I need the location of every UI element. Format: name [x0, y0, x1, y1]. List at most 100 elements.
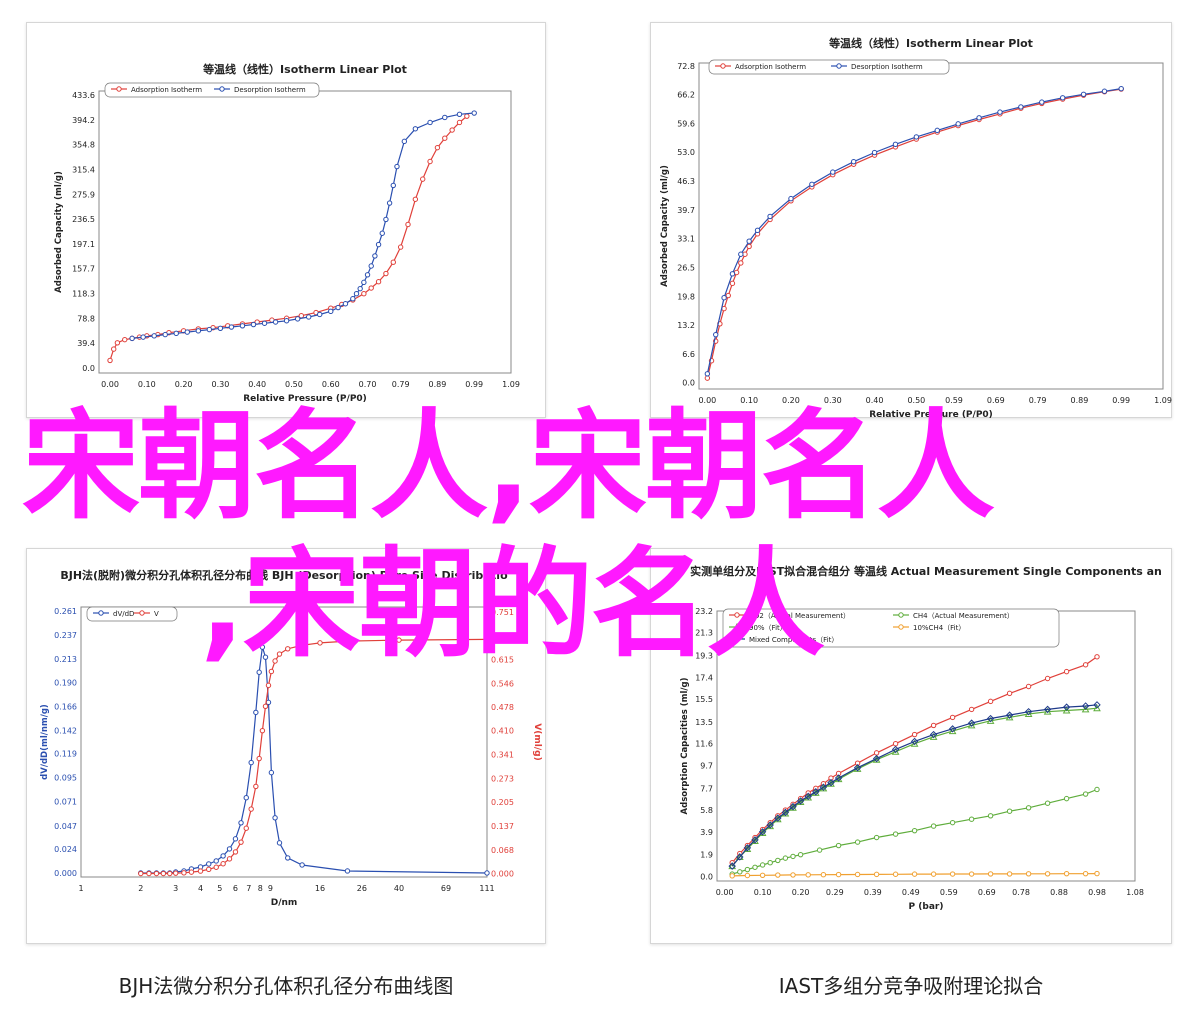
legend-label: 10%CH4（Fit） [913, 624, 965, 632]
x-tick-label: 8 [258, 884, 263, 893]
y-tick-label: 315.4 [72, 165, 95, 174]
data-point [796, 797, 805, 805]
data-point [816, 847, 823, 853]
x-tick-label: 0.79 [392, 380, 410, 389]
data-point [930, 722, 937, 729]
y-tick-label: 17.4 [695, 673, 713, 682]
data-point [364, 272, 371, 278]
data-point [285, 855, 291, 861]
data-point [910, 737, 919, 746]
series-1 [704, 85, 1124, 377]
data-point [390, 259, 396, 265]
data-point [1024, 707, 1033, 716]
y-tick-label: 236.5 [72, 215, 95, 224]
x-tick-label: 0.99 [1112, 396, 1130, 405]
legend: Adsorption Isotherm Desorption Isotherm [104, 82, 320, 98]
data-point [456, 119, 463, 126]
data-point [1039, 99, 1045, 105]
y-tick-label: 0.213 [54, 655, 77, 664]
data-point [464, 113, 470, 119]
series-1 [729, 786, 1100, 877]
data-point [774, 814, 782, 822]
data-point [1005, 711, 1014, 719]
data-point [283, 318, 290, 324]
data-point [262, 654, 269, 660]
chart-panel-iast: 实测单组分及IAST拟合混合组分 等温线 Actual Measurement … [650, 548, 1172, 944]
data-point [272, 319, 279, 325]
x-tick-label: 2 [138, 884, 143, 893]
data-point [820, 872, 827, 878]
data-point [1080, 91, 1087, 97]
data-point [1006, 871, 1013, 877]
data-point [368, 263, 374, 269]
x-tick-label: 111 [479, 884, 494, 893]
data-point [232, 836, 239, 842]
y-tick-label: 0.237 [54, 631, 77, 640]
y-tick-label: 72.8 [677, 62, 695, 71]
data-point [812, 788, 820, 796]
y2-tick-label: 0.615 [491, 655, 514, 664]
data-point [238, 820, 244, 826]
data-point [220, 853, 226, 859]
data-point [934, 127, 940, 134]
data-point [265, 682, 272, 689]
data-point [412, 126, 419, 132]
y-tick-label: 78.8 [77, 314, 95, 323]
data-point [704, 375, 711, 381]
y2-tick-label: 0.273 [491, 774, 514, 783]
data-point [854, 839, 861, 845]
data-point [243, 795, 249, 801]
data-point [162, 331, 168, 338]
data-point [122, 336, 128, 343]
data-point [305, 314, 312, 320]
y-tick-label: 157.7 [72, 265, 95, 274]
data-point [968, 871, 975, 877]
x-tick-label: 0.29 [826, 888, 844, 897]
data-point [986, 714, 995, 723]
data-point [744, 872, 751, 879]
data-point [1063, 870, 1070, 877]
bjh-pore-size-distribution-plot: BJH法(脱附)微分积分孔体积孔径分布曲线 BJH (Desorption) P… [40, 568, 542, 908]
x-tick-label: 0.30 [211, 380, 229, 389]
data-point [955, 121, 961, 127]
legend-label: Mixed Components（Fit） [749, 636, 838, 644]
data-point [968, 706, 975, 713]
data-point [1018, 104, 1024, 110]
data-point [766, 821, 774, 829]
y2-tick-label: 0.478 [491, 703, 514, 712]
x-tick-label: 0.00 [698, 396, 716, 405]
data-point [449, 127, 455, 133]
data-point [782, 855, 789, 861]
data-point [228, 324, 235, 330]
data-point [968, 816, 975, 822]
data-point [299, 862, 305, 868]
data-point [372, 253, 378, 259]
y-tick-label: 5.8 [700, 806, 713, 815]
data-point [1025, 683, 1032, 690]
y-tick-label: 0.166 [54, 702, 77, 711]
data-point [184, 329, 190, 335]
data-point [911, 827, 918, 834]
data-point [253, 709, 259, 716]
y2-tick-label: 0.683 [491, 632, 514, 641]
data-point [317, 311, 323, 318]
data-point [835, 842, 842, 849]
y-tick-label: 21.3 [695, 629, 713, 638]
data-point [427, 158, 433, 165]
data-point [759, 872, 766, 878]
y-tick-label: 0.0 [700, 872, 713, 881]
y2-tick-label: 0.000 [491, 870, 514, 879]
chart-title: 等温线（线性）Isotherm Linear Plot [828, 36, 1033, 50]
data-point [114, 340, 121, 346]
y-axis-label: Adsorption Capacities (ml/g) [680, 677, 690, 814]
data-point [1082, 662, 1089, 668]
chart-title: BJH法(脱附)微分积分孔体积孔径分布曲线 BJH (Desorption) P… [60, 568, 508, 582]
y2-tick-label: 0.068 [491, 846, 514, 855]
caption-bjh: BJH法微分积分孔体积孔径分布曲线图 [118, 974, 454, 998]
data-point [1044, 675, 1051, 682]
data-point [253, 783, 259, 790]
y-tick-label: 33.1 [677, 235, 695, 244]
legend: dV/dD V [86, 606, 178, 622]
data-point [206, 861, 212, 867]
x-tick-label: 0.69 [978, 888, 996, 897]
